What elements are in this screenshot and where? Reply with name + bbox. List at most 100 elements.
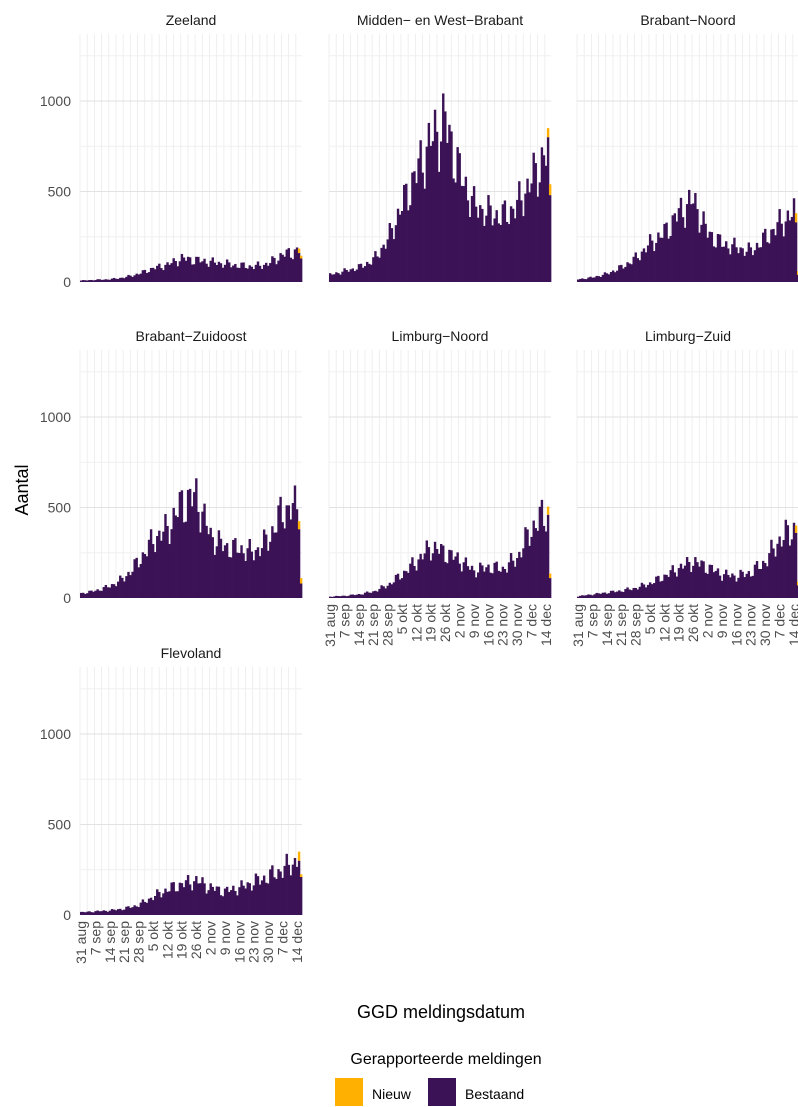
bar-bestaand bbox=[195, 876, 198, 915]
bar-bestaand bbox=[607, 274, 611, 282]
bar-bestaand bbox=[636, 258, 640, 282]
bar-bestaand bbox=[745, 251, 748, 282]
bar-bestaand bbox=[184, 880, 188, 915]
bar-bestaand bbox=[127, 906, 130, 915]
bar-bestaand bbox=[396, 573, 400, 598]
bar-bestaand bbox=[764, 228, 767, 282]
bar-bestaand bbox=[137, 907, 140, 915]
bar-bestaand bbox=[499, 571, 503, 598]
bar-bestaand bbox=[331, 274, 334, 282]
bar-bestaand bbox=[258, 265, 262, 282]
bar-bestaand bbox=[246, 882, 249, 915]
bar-bestaand bbox=[199, 262, 202, 282]
bar-bestaand bbox=[706, 237, 709, 282]
x-tick-label: 12 okt bbox=[159, 921, 175, 959]
bar-bestaand bbox=[112, 584, 116, 598]
x-tick-label: 9 nov bbox=[714, 604, 730, 638]
bar-bestaand bbox=[516, 558, 519, 598]
bar-bestaand bbox=[638, 260, 642, 282]
bar-bestaand bbox=[133, 275, 136, 282]
bar-bestaand bbox=[240, 880, 243, 915]
bar-bestaand bbox=[271, 256, 274, 282]
bar-bestaand bbox=[100, 911, 103, 915]
bar-bestaand bbox=[659, 237, 662, 282]
bar-bestaand bbox=[217, 886, 221, 915]
bar-bestaand bbox=[403, 184, 406, 282]
bar-bestaand bbox=[267, 265, 270, 282]
bar-bestaand bbox=[601, 592, 605, 598]
bar-bestaand bbox=[357, 264, 361, 282]
bar-bestaand bbox=[396, 208, 400, 282]
bar-bestaand bbox=[489, 205, 492, 282]
bar-bestaand bbox=[345, 269, 348, 282]
bar-bestaand bbox=[149, 529, 153, 598]
bar-bestaand bbox=[548, 578, 552, 598]
bar-bestaand bbox=[616, 270, 619, 282]
bar-bestaand bbox=[143, 901, 147, 915]
bar-bestaand bbox=[102, 587, 106, 598]
bar-bestaand bbox=[333, 596, 336, 598]
y-tick-label: 500 bbox=[48, 499, 72, 515]
bar-bestaand bbox=[386, 239, 389, 282]
bar-bestaand bbox=[579, 595, 582, 598]
bar-bestaand bbox=[415, 570, 418, 598]
bar-bestaand bbox=[252, 885, 256, 915]
bar-bestaand bbox=[462, 186, 466, 282]
bar-bestaand bbox=[644, 587, 648, 598]
bar-bestaand bbox=[409, 205, 412, 282]
x-tick-label: 30 nov bbox=[757, 604, 773, 646]
bar-bestaand bbox=[277, 260, 280, 282]
bar-bestaand bbox=[236, 895, 239, 915]
bar-bestaand bbox=[583, 595, 586, 598]
bar-bestaand bbox=[747, 571, 751, 598]
bar-bestaand bbox=[474, 577, 478, 598]
bar-bestaand bbox=[182, 257, 186, 282]
bar-bestaand bbox=[265, 534, 268, 598]
bar-bestaand bbox=[442, 93, 445, 282]
bar-bestaand bbox=[242, 262, 245, 282]
bar-bestaand bbox=[279, 253, 282, 282]
bar-bestaand bbox=[431, 141, 435, 282]
bar-bestaand bbox=[577, 279, 580, 282]
bar-bestaand bbox=[493, 218, 496, 282]
bar-bestaand bbox=[374, 251, 377, 282]
bar-bestaand bbox=[435, 548, 439, 598]
bar-bestaand bbox=[774, 556, 777, 598]
bar-bestaand bbox=[683, 227, 687, 282]
bar-bestaand bbox=[299, 583, 303, 598]
bar-bestaand bbox=[462, 562, 466, 598]
bar-bestaand bbox=[277, 869, 280, 915]
bar-bestaand bbox=[260, 880, 264, 915]
bar-bestaand bbox=[133, 905, 136, 915]
facet-panel: Midden− en West−Brabant bbox=[328, 12, 552, 283]
bar-bestaand bbox=[193, 264, 196, 282]
legend-label-nieuw: Nieuw bbox=[372, 1086, 412, 1102]
bar-bestaand bbox=[131, 276, 134, 282]
bar-bestaand bbox=[413, 171, 416, 282]
bar-bestaand bbox=[219, 895, 223, 915]
chart-panels: Zeeland 0 500 1000 Midden− en West−Brabant Br… bbox=[40, 12, 798, 964]
bar-bestaand bbox=[94, 280, 97, 282]
x-tick-label: 2 nov bbox=[203, 921, 219, 955]
x-tick-label: 14 sep bbox=[102, 921, 118, 963]
bar-bestaand bbox=[287, 864, 291, 915]
bar-bestaand bbox=[720, 580, 724, 598]
bar-bestaand bbox=[755, 561, 759, 598]
panel-title: Brabant−Zuidoost bbox=[136, 328, 247, 344]
bar-bestaand bbox=[234, 538, 237, 598]
bar-nieuw bbox=[297, 248, 301, 254]
bar-bestaand bbox=[147, 272, 151, 282]
bar-bestaand bbox=[753, 250, 757, 282]
x-tick-label: 7 sep bbox=[336, 604, 352, 638]
bar-bestaand bbox=[780, 546, 783, 598]
bar-bestaand bbox=[293, 249, 297, 282]
bar-bestaand bbox=[454, 182, 457, 282]
bar-bestaand bbox=[273, 877, 276, 915]
bar-bestaand bbox=[217, 530, 221, 598]
bar-bestaand bbox=[195, 478, 198, 598]
bar-bestaand bbox=[98, 911, 101, 915]
bar-bestaand bbox=[254, 549, 258, 598]
legend-swatch-nieuw bbox=[335, 1078, 363, 1106]
bar-bestaand bbox=[712, 572, 716, 598]
bar-nieuw bbox=[796, 271, 798, 275]
